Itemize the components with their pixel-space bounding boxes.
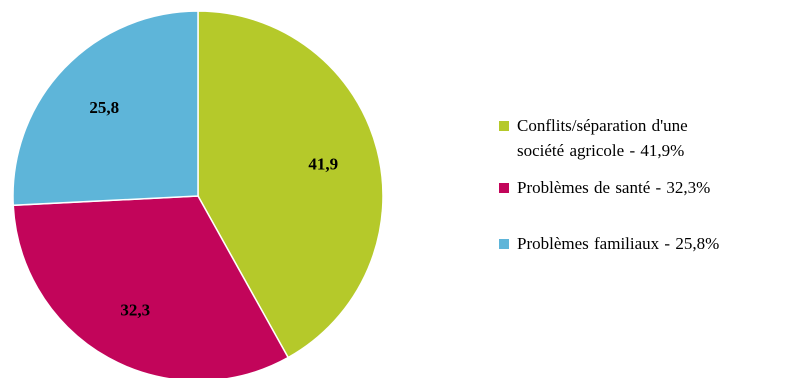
pie-slice-sante	[12, 195, 290, 378]
legend: Conflits/séparation d'une société agrico…	[497, 113, 787, 256]
pie-slice-familiaux	[12, 10, 199, 207]
legend-item-conflits: Conflits/séparation d'une société agrico…	[497, 113, 787, 163]
legend-label-conflits-line2: société agricole - 41,9%	[517, 141, 685, 160]
legend-item-familiaux: Problèmes familiaux - 25,8%	[497, 231, 787, 256]
legend-swatch-sante	[499, 183, 509, 193]
pie-slice-conflits	[197, 10, 384, 359]
legend-label-conflits-line1: Conflits/séparation d'une	[517, 116, 688, 135]
legend-item-sante: Problèmes de santé - 32,3%	[497, 175, 787, 200]
legend-label-familiaux: Problèmes familiaux - 25,8%	[517, 234, 720, 253]
pie-slices	[12, 10, 384, 378]
legend-swatch-familiaux	[499, 239, 509, 249]
data-label-familiaux: 25,8	[89, 98, 119, 117]
data-label-sante: 32,3	[120, 300, 150, 319]
legend-swatch-conflits	[499, 121, 509, 131]
legend-label-sante: Problèmes de santé - 32,3%	[517, 178, 711, 197]
pie-data-labels: 41,9 32,3 25,8	[89, 98, 338, 319]
data-label-conflits: 41,9	[308, 154, 338, 173]
